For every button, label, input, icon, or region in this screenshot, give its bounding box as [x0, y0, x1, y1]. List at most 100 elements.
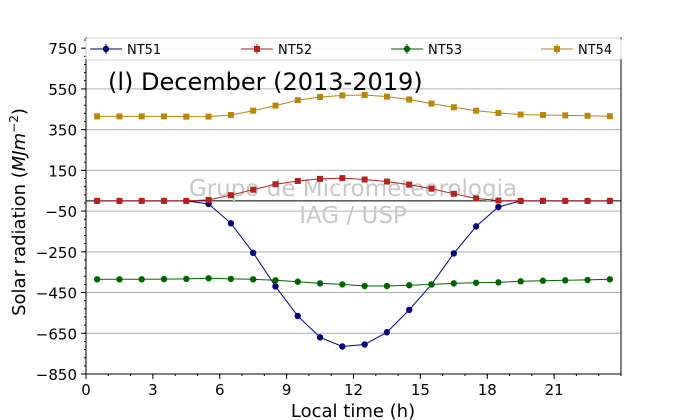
data-point-NT54 [361, 92, 368, 99]
data-point-NT52 [138, 197, 145, 204]
data-point-NT53 [562, 277, 569, 284]
data-point-NT51 [272, 283, 279, 290]
data-point-NT54 [94, 113, 101, 120]
data-point-NT51 [316, 334, 324, 341]
data-point-NT53 [272, 277, 279, 284]
data-point-NT51 [406, 306, 413, 314]
x-tick-label: 21 [545, 381, 564, 399]
data-point-NT52 [473, 195, 480, 202]
legend-box [85, 37, 622, 61]
y-tick-label: 350 [48, 122, 77, 140]
data-point-NT53 [428, 281, 435, 288]
data-point-NT54 [383, 93, 390, 100]
y-tick-label: 750 [48, 40, 77, 58]
data-point-NT54 [584, 112, 591, 119]
data-point-NT54 [539, 111, 546, 118]
data-point-NT54 [250, 107, 257, 114]
data-point-NT53 [361, 282, 368, 290]
data-point-NT52 [339, 175, 346, 182]
data-point-NT54 [317, 94, 324, 101]
data-point-NT51 [472, 223, 480, 230]
data-point-NT53 [93, 276, 101, 283]
x-tick-label: 6 [215, 381, 225, 399]
data-point-NT52 [562, 197, 569, 204]
data-point-NT54 [161, 113, 168, 120]
y-axis-label-exponent: −2 [7, 115, 21, 133]
data-point-NT52 [606, 197, 613, 204]
legend-label-NT54: NT54 [578, 43, 612, 58]
data-point-NT52 [495, 197, 502, 204]
chart-title: (l) December (2013-2019) [108, 68, 423, 96]
data-point-NT53 [227, 275, 235, 283]
data-point-NT54 [428, 100, 435, 107]
data-point-NT54 [227, 111, 234, 118]
axes: −850 −650 −450 −250 −50 150 350 550 750 0 3 6 9 12 15 1… [36, 37, 622, 399]
data-point-NT52 [227, 192, 234, 199]
legend-marker-NT53 [403, 45, 411, 53]
data-point-NT53 [339, 281, 346, 288]
data-point-NT53 [383, 282, 391, 290]
data-point-NT54 [205, 113, 212, 120]
data-point-NT51 [383, 329, 391, 336]
series-layer [93, 92, 614, 350]
data-point-NT53 [606, 276, 614, 283]
data-point-NT53 [495, 279, 502, 286]
data-point-NT54 [473, 107, 480, 114]
y-tick-label: −850 [36, 366, 77, 384]
data-point-NT53 [584, 276, 591, 284]
data-point-NT54 [406, 96, 413, 103]
data-point-NT51 [249, 249, 257, 257]
data-point-NT53 [472, 279, 480, 286]
data-point-NT53 [138, 276, 145, 283]
data-point-NT54 [562, 112, 569, 119]
watermark-text: IAG / USP [299, 203, 407, 229]
data-point-NT52 [450, 190, 457, 197]
data-point-NT52 [383, 178, 390, 185]
data-point-NT54 [294, 97, 301, 104]
data-point-NT52 [294, 177, 301, 184]
x-tick-label: 9 [282, 381, 292, 399]
data-point-NT53 [406, 282, 413, 289]
data-point-NT51 [450, 250, 458, 257]
data-point-NT52 [406, 181, 413, 188]
legend-marker-NT52 [254, 46, 260, 52]
y-tick-label: 550 [48, 81, 77, 99]
legend-label-NT51: NT51 [127, 43, 161, 58]
data-point-NT52 [272, 181, 279, 188]
data-point-NT51 [339, 343, 346, 350]
data-point-NT54 [138, 113, 145, 120]
data-point-NT51 [495, 203, 502, 211]
data-point-NT54 [339, 92, 346, 99]
data-point-NT54 [183, 113, 190, 120]
y-axis-label-text: Solar radiation ( [9, 171, 30, 316]
data-point-NT52 [205, 196, 212, 203]
data-point-NT52 [161, 197, 168, 204]
data-point-NT52 [94, 197, 101, 204]
data-point-NT54 [272, 102, 279, 109]
x-tick-label: 18 [478, 381, 497, 399]
data-point-NT52 [539, 197, 546, 204]
y-tick-label: −650 [36, 325, 77, 343]
data-point-NT52 [116, 197, 123, 204]
data-point-NT53 [517, 278, 524, 285]
data-point-NT51 [227, 220, 235, 227]
data-point-NT54 [517, 111, 524, 118]
watermark-text: Grupo de Micrometeorologia [189, 176, 517, 202]
x-tick-label: 3 [148, 381, 158, 399]
data-point-NT53 [205, 275, 212, 282]
data-point-NT53 [450, 280, 458, 287]
data-point-NT51 [294, 312, 301, 320]
y-tick-label: −450 [36, 285, 77, 303]
y-axis-label-unit: MJm [9, 133, 30, 171]
data-point-NT52 [361, 176, 368, 183]
data-point-NT54 [116, 113, 123, 120]
data-point-NT51 [361, 341, 368, 348]
y-tick-label: 150 [48, 162, 77, 180]
y-tick-label: −50 [45, 203, 77, 221]
data-point-NT53 [316, 280, 324, 287]
y-axis-label: Solar radiation (MJm−2) [7, 108, 30, 316]
x-tick-label: 0 [81, 381, 91, 399]
x-tick-label: 15 [411, 381, 430, 399]
